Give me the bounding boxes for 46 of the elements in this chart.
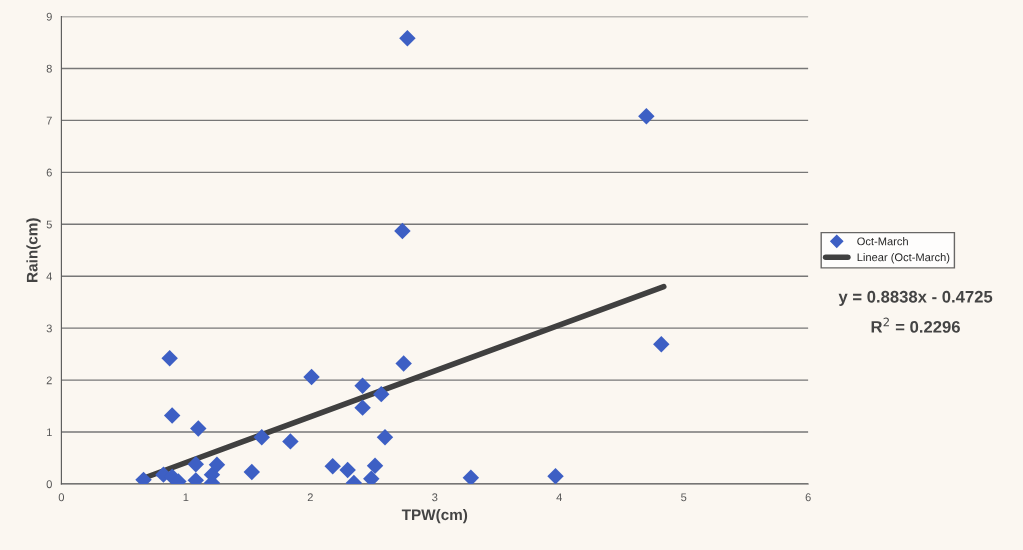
text: y = 0.8838x - 0.4725 xyxy=(838,290,993,306)
y-tick-label: 8 xyxy=(46,64,52,73)
point xyxy=(394,222,411,240)
x-tick-label: 3 xyxy=(432,493,438,502)
point xyxy=(187,456,205,473)
point xyxy=(253,429,270,446)
x-tick-label: 1 xyxy=(183,493,189,502)
x-tick-label: 6 xyxy=(805,493,811,502)
point xyxy=(161,350,178,367)
point xyxy=(243,463,261,481)
y-tick-label: 4 xyxy=(46,272,53,281)
point xyxy=(354,399,371,416)
point xyxy=(303,368,320,386)
point xyxy=(399,30,416,47)
point xyxy=(462,469,480,484)
point xyxy=(547,467,564,484)
point xyxy=(282,433,299,450)
point xyxy=(354,377,371,395)
point xyxy=(376,429,394,446)
point xyxy=(339,461,356,479)
x-tick-label: 5 xyxy=(681,493,687,502)
x-tick-label: 0 xyxy=(58,493,65,502)
y-tick-label: 3 xyxy=(46,324,52,333)
legend-label: Oct-March xyxy=(857,237,908,246)
x-tick-label: 2 xyxy=(307,493,313,502)
y-tick-label: 2 xyxy=(46,376,52,385)
y-tick-label: 9 xyxy=(46,12,52,21)
text: R$^{2}$ = 0.2296 xyxy=(871,317,960,333)
y-axis-title: Rain(cm) xyxy=(26,218,41,282)
y-tick-label: 6 xyxy=(46,168,52,177)
legend-label: Linear (Oct-March) xyxy=(857,253,950,264)
x-axis-title: TPW(cm) xyxy=(401,508,468,524)
y-tick-label: 5 xyxy=(46,220,52,229)
y-tick-label: 1 xyxy=(47,428,52,437)
point xyxy=(395,355,412,372)
point xyxy=(366,457,384,475)
point xyxy=(324,458,341,475)
point xyxy=(190,420,207,437)
point xyxy=(373,385,390,403)
point xyxy=(653,336,670,353)
y-tick-label: 0 xyxy=(46,480,52,489)
y-tick-label: 7 xyxy=(46,116,52,125)
point xyxy=(208,456,226,473)
point xyxy=(163,407,181,424)
point xyxy=(638,108,655,125)
x-tick-label: 4 xyxy=(556,493,562,502)
